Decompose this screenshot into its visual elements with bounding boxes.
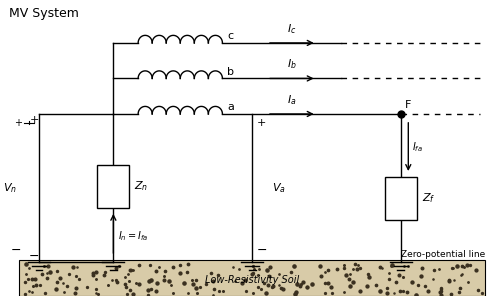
Text: $V_a$: $V_a$	[272, 181, 286, 195]
Text: F: F	[405, 99, 411, 110]
Text: −: −	[29, 250, 40, 263]
Text: +: +	[257, 118, 266, 128]
Text: −: −	[257, 244, 268, 257]
Text: $I_n = I_{fa}$: $I_n = I_{fa}$	[118, 229, 149, 243]
Text: +: +	[30, 115, 38, 125]
Text: +: +	[14, 118, 22, 128]
Text: Zero-potential line: Zero-potential line	[401, 250, 485, 259]
Text: c: c	[228, 31, 234, 41]
Text: $V_n$: $V_n$	[2, 181, 16, 195]
Text: $I_c$: $I_c$	[287, 22, 296, 36]
Text: $I_a$: $I_a$	[287, 93, 296, 107]
Text: b: b	[228, 67, 234, 77]
Text: MV System: MV System	[10, 7, 79, 20]
Text: a: a	[228, 102, 234, 112]
Text: $I_{fa}$: $I_{fa}$	[412, 140, 423, 154]
Bar	[19, 260, 485, 296]
Text: −: −	[11, 244, 22, 257]
Text: $I_b$: $I_b$	[287, 57, 296, 71]
Bar	[385, 177, 417, 220]
Bar	[98, 165, 130, 208]
Text: $Z_f$: $Z_f$	[422, 192, 436, 205]
Text: Low-Resistivity Soil: Low-Resistivity Soil	[205, 276, 300, 285]
Text: $Z_n$: $Z_n$	[134, 180, 148, 193]
